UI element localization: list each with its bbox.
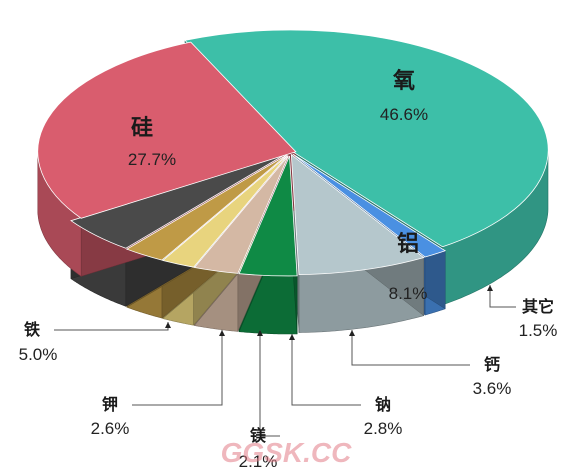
- slice-6-percent-label: 2.6%: [91, 419, 130, 438]
- watermark-text: GGSK.CC: [221, 437, 352, 468]
- slice-5-percent-label: 2.1%: [239, 452, 278, 471]
- slice-6-leader-line: [132, 330, 223, 406]
- slice-8-name-label: 硅: [131, 115, 153, 141]
- slice-4-name-label: 钠: [375, 395, 391, 414]
- slice-6-leader-arrow: [219, 330, 225, 336]
- slice-8-percent-label: 27.7%: [128, 150, 176, 169]
- slice-2-percent-label: 8.1%: [389, 284, 428, 303]
- slice-3-leader-arrow: [349, 330, 355, 336]
- slice-5-top: [161, 155, 288, 268]
- slice-0-top: [184, 29, 549, 248]
- slice-1-leader-arrow: [487, 285, 493, 291]
- slice-1-top: [292, 153, 447, 258]
- slice-5-leader-line: [259, 330, 280, 437]
- slice-7-percent-label: 5.0%: [19, 345, 58, 364]
- slice-6-name-label: 钾: [102, 395, 118, 414]
- slice-1-leader-line: [489, 285, 516, 308]
- pie-top-faces: [37, 29, 549, 277]
- slice-3-name-label: 钙: [484, 355, 500, 374]
- slice-6-top: [125, 154, 287, 261]
- slice-2-top: [290, 153, 425, 276]
- slice-7-leader-arrow: [165, 322, 171, 328]
- slice-0-name-label: 氧: [392, 68, 415, 94]
- slice-3-top: [238, 155, 298, 277]
- slice-1-percent-label: 1.5%: [519, 321, 558, 340]
- slice-7-top: [70, 153, 286, 249]
- slice-7-name-label: 铁: [24, 320, 40, 339]
- slice-4-leader-arrow: [289, 334, 295, 340]
- slice-5-name-label: 镁: [250, 426, 266, 445]
- slice-1-name-label: 其它: [522, 297, 554, 316]
- slice-3-leader-line: [351, 330, 470, 366]
- leader-lines: [54, 285, 516, 437]
- slice-labels: 氧 46.6% 其它 1.5% 铝 8.1% 钙 3.6% 钠 2.8% 镁 2.1% 钾 2.6% 铁 5.…: [19, 68, 558, 471]
- slice-8-top: [37, 41, 297, 219]
- slice-2-name-label: 铝: [397, 231, 419, 257]
- slice-4-top: [193, 155, 289, 274]
- slice-4-percent-label: 2.8%: [364, 419, 403, 438]
- slice-3-percent-label: 3.6%: [473, 379, 512, 398]
- slice-5-leader-arrow: [257, 330, 263, 336]
- slice-7-leader-line: [54, 322, 169, 331]
- slice-4-leader-line: [291, 334, 361, 406]
- slice-0-percent-label: 46.6%: [380, 105, 428, 124]
